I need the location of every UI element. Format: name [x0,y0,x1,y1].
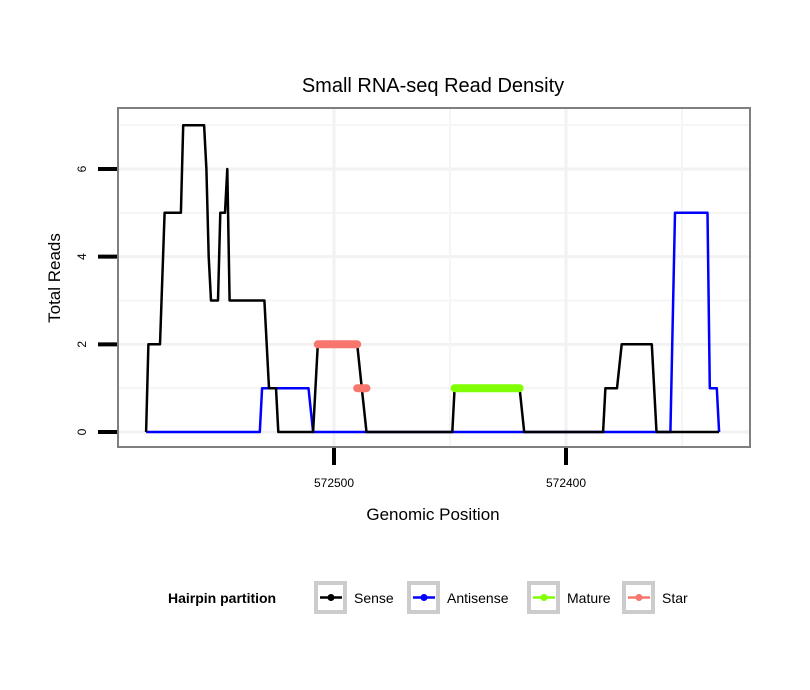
legend-item-sense: Sense [314,581,394,614]
y-tick-label: 4 [75,253,89,260]
y-axis: 0 2 4 6 [75,165,117,435]
legend-label: Star [662,590,688,606]
y-tick-label: 0 [75,428,89,435]
legend-key-point [420,594,428,601]
legend-item-antisense: Antisense [407,581,509,614]
x-tick-label: 572500 [314,476,354,490]
series-layer [144,123,721,434]
y-tick-label: 2 [75,341,89,348]
x-axis: 572500 572400 [314,448,586,490]
legend-title: Hairpin partition [168,590,276,606]
legend-label: Mature [567,590,611,606]
chart-title: Small RNA-seq Read Density [302,75,564,97]
series-line-sense [144,123,720,434]
legend-item-mature: Mature [527,581,611,614]
legend-label: Sense [354,590,394,606]
y-tick-label: 6 [75,165,89,172]
x-tick-label: 572400 [546,476,586,490]
plot-panel [117,107,751,448]
x-axis-title: Genomic Position [366,505,499,524]
legend-key-point [327,594,335,601]
y-axis-title: Total Reads [45,233,64,323]
legend: Hairpin partition Sense Antisense Mature St… [168,581,688,614]
legend-key-point [540,594,548,601]
legend-key-point [635,594,643,601]
legend-item-star: Star [622,581,688,614]
legend-label: Antisense [447,590,509,606]
